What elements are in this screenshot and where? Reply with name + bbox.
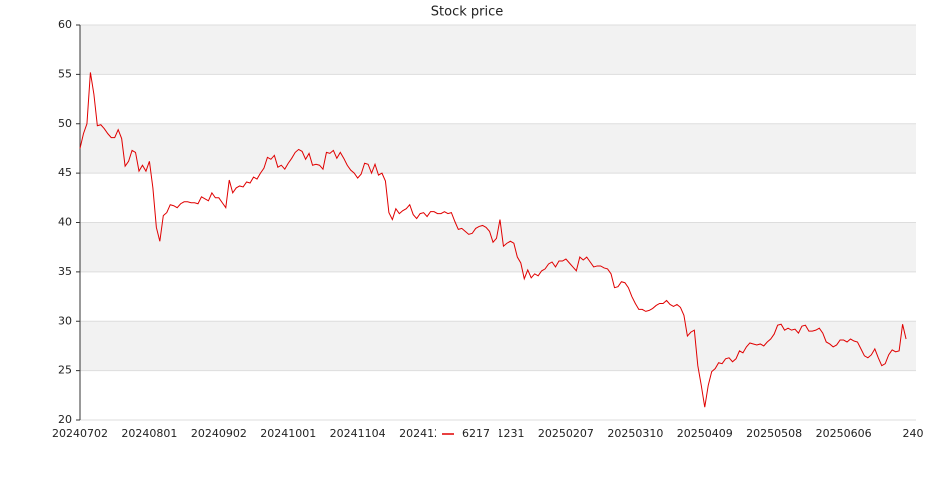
y-tick-label: 25 xyxy=(58,364,72,377)
y-tick-label: 55 xyxy=(58,67,72,80)
x-tick-label: 20250409 xyxy=(677,427,733,440)
grid-band xyxy=(80,321,916,371)
x-tick-label: 20241001 xyxy=(260,427,316,440)
y-tick-label: 20 xyxy=(58,413,72,426)
legend-box xyxy=(436,425,499,443)
y-tick-label: 45 xyxy=(58,166,72,179)
y-tick-label: 30 xyxy=(58,314,72,327)
grid-band xyxy=(80,25,916,75)
x-tick-label: 20240902 xyxy=(191,427,247,440)
legend-label: 6217 xyxy=(462,427,490,440)
y-tick-label: 35 xyxy=(58,265,72,278)
x-tick-label: 20240801 xyxy=(121,427,177,440)
x-tick-label: 20241104 xyxy=(330,427,386,440)
series-line xyxy=(79,72,907,408)
y-tick-label: 40 xyxy=(58,216,72,229)
chart-title: Stock price xyxy=(431,5,503,20)
x-tick-label: 20250508 xyxy=(746,427,802,440)
x-tick-label: 20250310 xyxy=(607,427,663,440)
y-tick-label: 60 xyxy=(58,18,72,31)
y-tick-label: 50 xyxy=(58,117,72,130)
x-tick-label: 20250606 xyxy=(816,427,872,440)
grid-band xyxy=(80,123,916,174)
x-tick-label: 20250207 xyxy=(538,427,594,440)
x-tick-label: 240 xyxy=(903,427,924,440)
x-tick-label: 20240702 xyxy=(52,427,108,440)
